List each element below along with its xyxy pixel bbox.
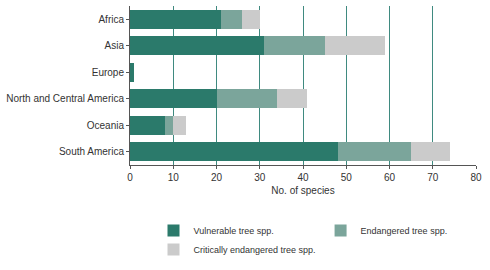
svg-text:20: 20 <box>211 172 223 183</box>
svg-text:Asia: Asia <box>105 40 125 51</box>
svg-text:Africa: Africa <box>98 14 124 25</box>
svg-text:80: 80 <box>470 172 482 183</box>
svg-text:Europe: Europe <box>92 67 125 78</box>
svg-text:60: 60 <box>384 172 396 183</box>
svg-text:70: 70 <box>427 172 439 183</box>
svg-text:Critically endangered tree spp: Critically endangered tree spp. <box>194 245 316 255</box>
svg-text:South America: South America <box>59 146 124 157</box>
svg-text:40: 40 <box>297 172 309 183</box>
svg-text:Vulnerable tree spp.: Vulnerable tree spp. <box>194 226 274 236</box>
svg-text:30: 30 <box>254 172 266 183</box>
svg-text:Oceania: Oceania <box>87 120 125 131</box>
svg-text:0: 0 <box>127 172 133 183</box>
svg-text:Endangered tree spp.: Endangered tree spp. <box>361 226 448 236</box>
svg-text:North and Central America: North and Central America <box>6 93 124 104</box>
svg-text:10: 10 <box>168 172 180 183</box>
svg-text:No. of species: No. of species <box>271 185 334 196</box>
svg-text:50: 50 <box>341 172 353 183</box>
